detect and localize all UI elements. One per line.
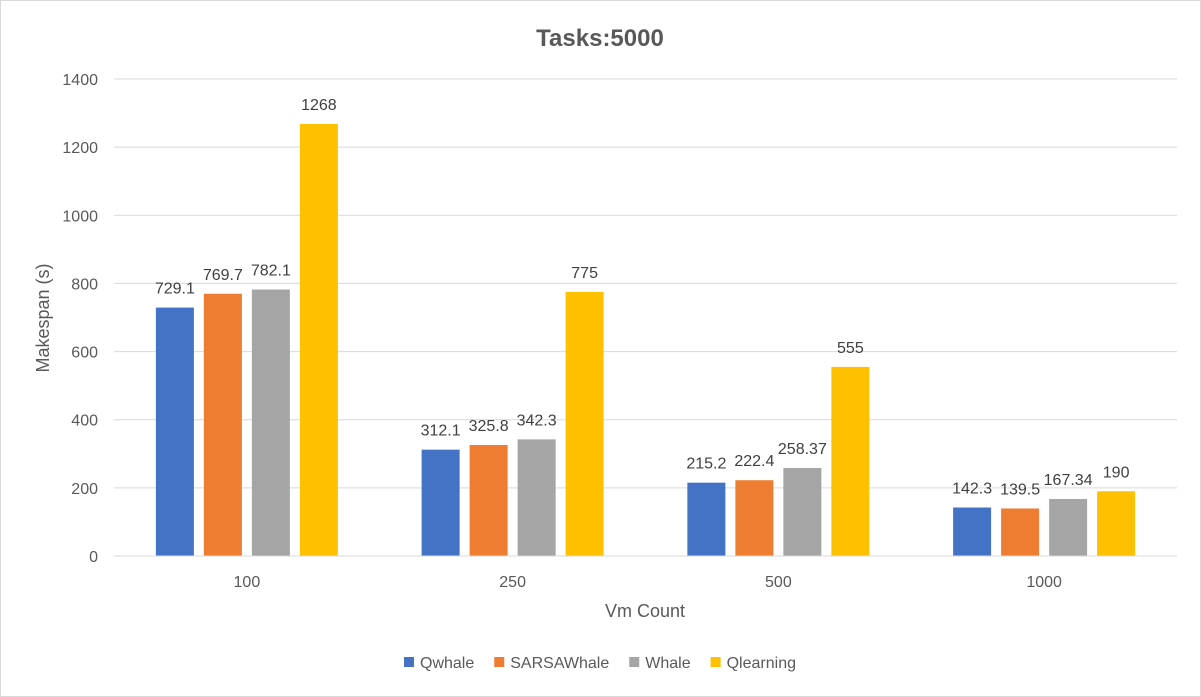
legend-swatch: [710, 657, 721, 667]
y-tick-label: 1400: [62, 72, 98, 89]
bar: [687, 482, 726, 556]
x-tick-label: 250: [499, 574, 526, 591]
y-tick-label: 0: [89, 549, 98, 566]
data-label: 222.4: [734, 453, 774, 470]
bar: [155, 307, 194, 556]
bar: [1001, 508, 1040, 556]
data-label: 325.8: [469, 418, 509, 435]
bar: [831, 366, 870, 556]
data-label: 167.34: [1044, 472, 1093, 489]
y-tick-label: 1200: [62, 140, 98, 157]
data-label: 215.2: [686, 456, 726, 473]
data-label: 258.37: [778, 441, 827, 458]
legend-label: SARSAWhale: [510, 655, 609, 672]
legend: Qwhale SARSAWhale Whale Qlearning: [404, 655, 796, 672]
data-label: 782.1: [251, 263, 291, 280]
data-label: 312.1: [421, 423, 461, 440]
chart-title: Tasks:5000: [536, 25, 664, 52]
bar: [565, 291, 604, 556]
bar: [517, 439, 556, 556]
bars: [155, 123, 1136, 556]
legend-swatch: [629, 657, 640, 667]
x-axis-title: Vm Count: [605, 601, 685, 621]
x-tick-label: 1000: [1026, 574, 1062, 591]
bar: [735, 480, 774, 556]
gridlines: [114, 78, 1177, 489]
bar: [1097, 491, 1136, 556]
data-label: 139.5: [1000, 481, 1040, 498]
data-labels: 729.1 769.7 782.1 1268 312.1 325.8 342.3 775 215…: [155, 97, 1130, 498]
x-axis-ticks: 100 250 500 1000: [234, 574, 1063, 591]
data-label: 342.3: [517, 412, 557, 429]
bar: [783, 467, 822, 556]
legend-label: Qwhale: [420, 655, 474, 672]
bar: [469, 444, 508, 556]
y-axis-title: Makespan (s): [33, 263, 53, 372]
data-label: 775: [571, 265, 598, 282]
y-tick-label: 600: [71, 345, 98, 362]
bar: [1049, 498, 1088, 556]
bar: [299, 123, 338, 556]
y-tick-label: 800: [71, 276, 98, 293]
legend-swatch: [494, 657, 505, 667]
bar: [421, 449, 460, 556]
legend-label: Whale: [645, 655, 690, 672]
data-label: 729.1: [155, 281, 195, 298]
data-label: 190: [1103, 464, 1130, 481]
y-tick-label: 1000: [62, 208, 98, 225]
bar: [251, 289, 290, 556]
legend-label: Qlearning: [727, 655, 796, 672]
x-tick-label: 500: [765, 574, 792, 591]
bar: [953, 507, 992, 556]
y-axis-ticks: 0 200 400 600 800 1000 1200 1400: [62, 72, 98, 566]
x-tick-label: 100: [234, 574, 261, 591]
data-label: 769.7: [203, 267, 243, 284]
y-tick-label: 200: [71, 481, 98, 498]
y-tick-label: 400: [71, 413, 98, 430]
bar: [203, 293, 242, 556]
legend-swatch: [404, 657, 415, 667]
data-label: 142.3: [952, 481, 992, 498]
data-label: 555: [837, 340, 864, 357]
data-label: 1268: [301, 97, 337, 114]
